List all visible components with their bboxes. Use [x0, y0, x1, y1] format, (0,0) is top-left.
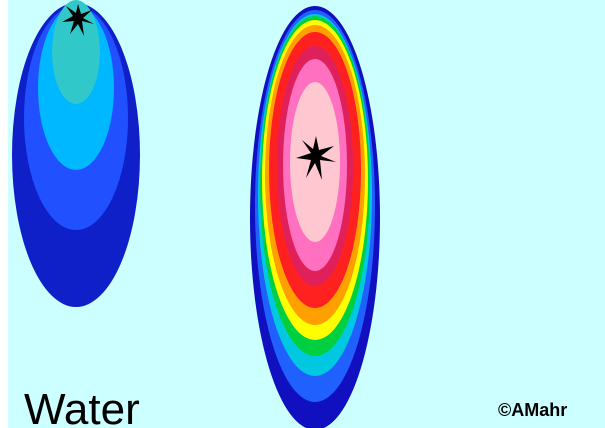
credit: ©AMahr: [498, 400, 567, 420]
scene: Water ©AMahr: [0, 0, 605, 428]
large-dose-distribution: [250, 6, 380, 428]
medium-label: Water: [24, 385, 140, 428]
